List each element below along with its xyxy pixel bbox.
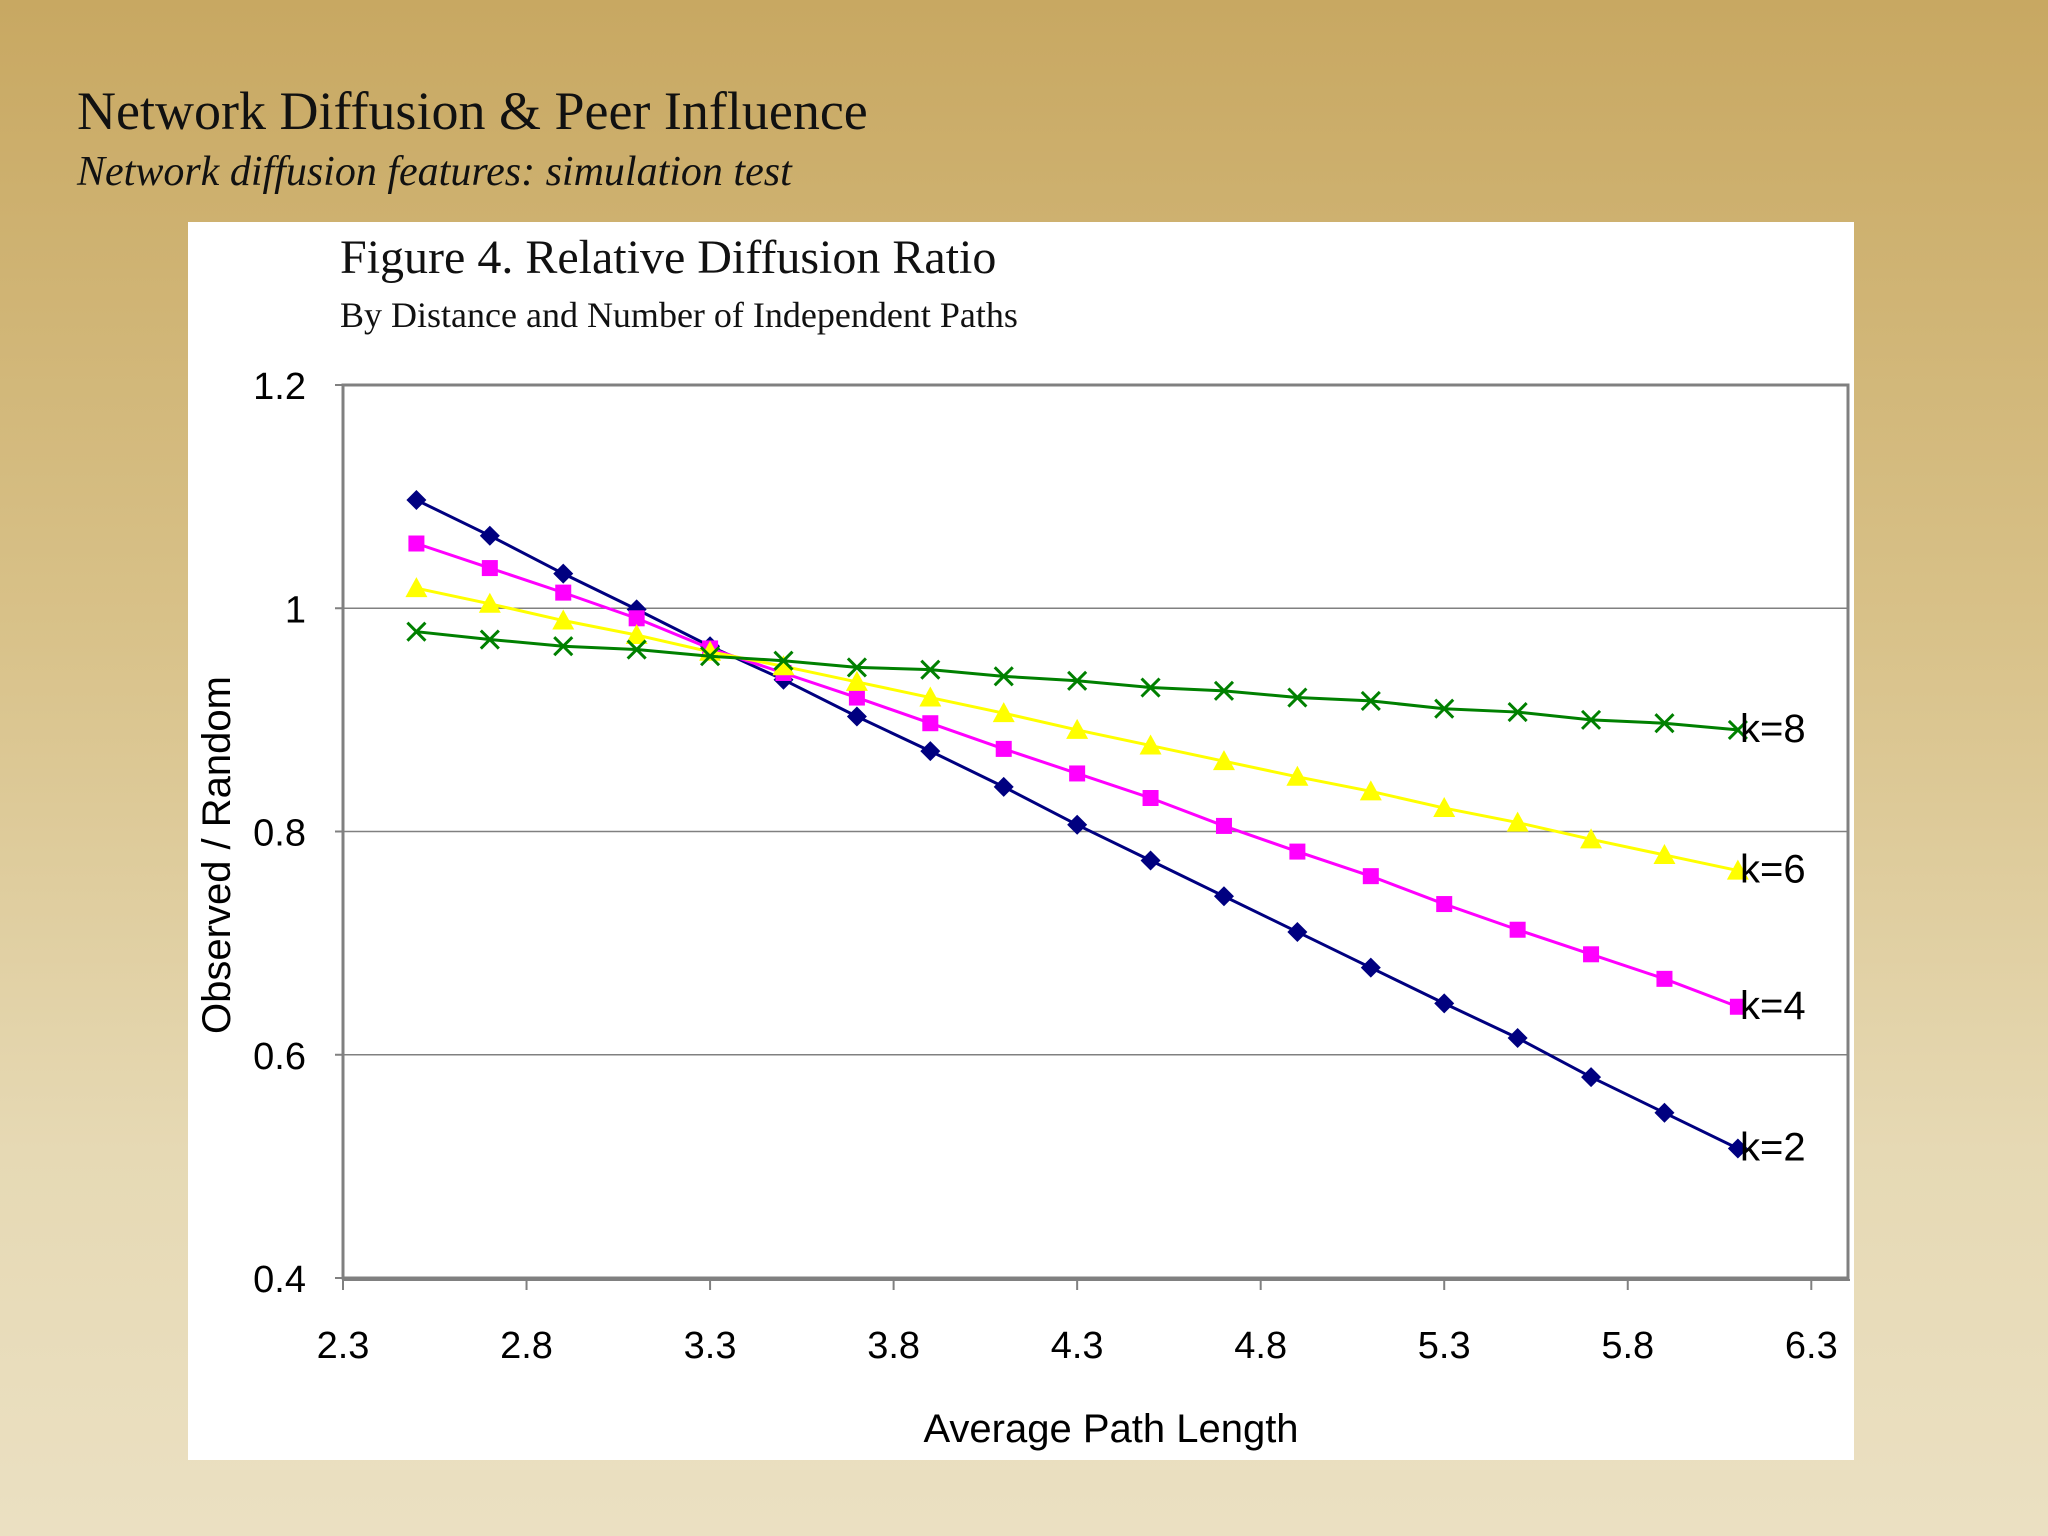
- data-point: [993, 776, 1014, 797]
- data-point: [1580, 709, 1602, 730]
- data-point: [1286, 765, 1309, 786]
- data-point: [1507, 1028, 1528, 1049]
- data-point: [1727, 719, 1748, 740]
- data-point: [1436, 896, 1453, 913]
- data-point: [406, 489, 427, 510]
- data-point: [992, 702, 1015, 723]
- data-point: [995, 740, 1012, 757]
- line-chart: 0.4 0.6 0.8 1 1.2 2.3 2.8 3.3 3.8 4.3 4.8 5.3 5.8 6.3…: [195, 366, 1850, 1451]
- data-point: [1507, 702, 1528, 723]
- data-point: [1433, 797, 1456, 818]
- data-point: [1215, 817, 1232, 834]
- data-point: [481, 560, 498, 577]
- data-point: [1140, 677, 1161, 698]
- data-point: [552, 609, 575, 630]
- data-point: [626, 639, 647, 660]
- data-point: [700, 646, 721, 667]
- figure-subtitle: By Distance and Number of Independent Pa…: [340, 295, 1018, 335]
- y-tick-label: 1.2: [253, 366, 306, 408]
- data-point: [1287, 921, 1308, 942]
- data-point: [405, 577, 428, 598]
- data-point: [919, 686, 942, 707]
- x-axis-label: Average Path Length: [923, 1407, 1298, 1451]
- x-tick-label: 4.3: [1051, 1325, 1104, 1367]
- data-point: [553, 636, 574, 657]
- data-point: [1066, 718, 1089, 739]
- data-point: [1360, 690, 1381, 711]
- x-tick-label: 5.3: [1418, 1325, 1471, 1367]
- data-point: [479, 525, 500, 546]
- data-point: [1362, 868, 1379, 885]
- x-tick-label: 6.3: [1785, 1325, 1838, 1367]
- data-point: [772, 655, 795, 676]
- y-axis-label: Observed / Random: [195, 676, 239, 1034]
- data-point: [1509, 921, 1526, 938]
- chart-panel: Figure 4. Relative Diffusion Ratio By Di…: [188, 222, 1854, 1460]
- data-point: [1729, 998, 1746, 1015]
- data-point: [478, 592, 501, 613]
- data-point: [1067, 814, 1088, 835]
- x-tick-label: 4.8: [1234, 1325, 1287, 1367]
- data-point: [846, 706, 867, 727]
- x-tick-label: 2.8: [500, 1325, 553, 1367]
- data-point: [1213, 680, 1235, 701]
- data-point: [1140, 850, 1161, 871]
- figure-title: Figure 4. Relative Diffusion Ratio: [340, 231, 997, 284]
- y-tick-label: 0.4: [253, 1259, 306, 1301]
- data-point: [922, 715, 939, 732]
- data-point: [628, 610, 645, 627]
- data-point: [1289, 843, 1306, 860]
- data-point: [553, 563, 574, 584]
- data-point: [1287, 687, 1308, 708]
- y-tick-label: 1: [285, 589, 306, 631]
- data-point: [920, 659, 941, 680]
- data-point: [1580, 828, 1603, 849]
- data-point: [1583, 946, 1600, 963]
- y-tick-label: 0.8: [253, 813, 306, 855]
- data-point: [1581, 1067, 1602, 1088]
- data-point: [993, 666, 1014, 687]
- x-tick-label: 3.3: [684, 1325, 737, 1367]
- data-point: [920, 741, 941, 762]
- x-tick-label: 3.8: [867, 1325, 920, 1367]
- data-point: [408, 535, 425, 552]
- data-point: [406, 621, 427, 642]
- data-point: [1212, 750, 1235, 771]
- data-point: [555, 584, 572, 601]
- data-point: [1727, 1138, 1748, 1159]
- data-point: [1067, 670, 1088, 691]
- data-point: [1654, 713, 1675, 734]
- series-label: k=8: [1740, 707, 1806, 751]
- data-point: [1142, 790, 1159, 807]
- data-point: [1139, 734, 1162, 755]
- slide-subtitle: Network diffusion features: simulation t…: [77, 149, 792, 195]
- data-point: [1653, 843, 1676, 864]
- data-point: [848, 689, 865, 706]
- x-tick-label: 5.8: [1601, 1325, 1654, 1367]
- data-point: [1726, 859, 1749, 880]
- data-point: [1654, 1102, 1675, 1123]
- data-point: [1069, 765, 1086, 782]
- x-tick-label: 2.3: [317, 1325, 370, 1367]
- y-tick-label: 0.6: [253, 1036, 306, 1078]
- series-label: k=4: [1740, 984, 1806, 1028]
- data-point: [1213, 886, 1234, 907]
- data-point: [1359, 780, 1382, 801]
- data-point: [846, 657, 867, 678]
- data-point: [1434, 993, 1455, 1014]
- series-label: k=6: [1740, 848, 1806, 892]
- data-point: [1656, 970, 1673, 987]
- data-point: [1434, 698, 1455, 719]
- data-point: [625, 624, 648, 645]
- data-point: [479, 629, 500, 650]
- series-label: k=2: [1740, 1126, 1806, 1170]
- data-point: [1360, 957, 1381, 978]
- slide-title: Network Diffusion & Peer Influence: [77, 81, 868, 141]
- data-point: [845, 670, 868, 691]
- data-point: [773, 650, 794, 671]
- data-point: [1506, 811, 1529, 832]
